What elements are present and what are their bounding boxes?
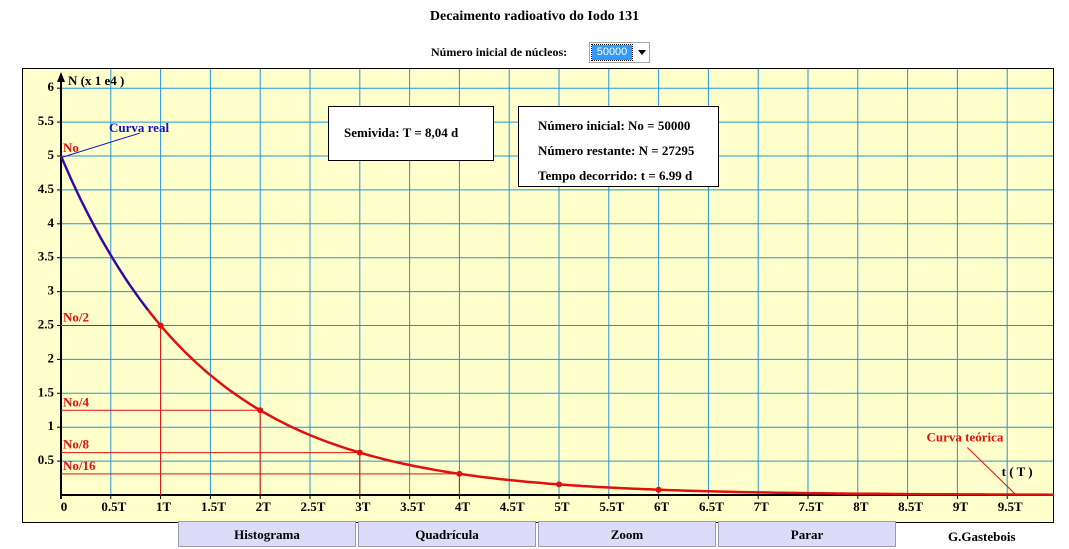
x-tick-label: 7.5T (799, 499, 824, 514)
decay-chart: 0 0.5T 1T 1.5T 2T 2.5T 3T 3.5T 4T 4.5T 5T 5.5T 6T 6.5… (22, 68, 1054, 523)
real-curve-name: Curva real (109, 120, 169, 135)
y-tick-label: 2.5 (38, 317, 55, 332)
x-tick-label: 8.5T (898, 499, 923, 514)
page-title: Decaimento radioativo do Iodo 131 (429, 9, 640, 24)
x-tick-label: 1.5T (201, 499, 226, 514)
theoretical-point (257, 407, 264, 414)
theoretical-point (456, 470, 463, 477)
halflife-label: No/2 (63, 310, 89, 325)
x-tick-label: 6T (654, 499, 670, 514)
halflife-label: No (63, 140, 79, 155)
y-axis-label: N (x 1 e4 ) (68, 73, 124, 88)
elapsed-time-text: Tempo decorrido: t = 6.99 d (538, 168, 693, 183)
halflife-box: Semivida: T = 8,04 d (328, 106, 494, 161)
x-tick-label: 9.5T (998, 499, 1023, 514)
theoretical-point (356, 449, 363, 456)
stop-button[interactable]: Parar (718, 521, 896, 547)
y-tick-label: 6 (48, 79, 55, 94)
theoretical-point (157, 322, 164, 329)
author-credit: G.Gastebois (948, 529, 1016, 544)
real-curve (60, 155, 149, 311)
real-curve-pointer (62, 132, 141, 158)
x-tick-label: 3T (355, 499, 371, 514)
x-tick-label: 0 (61, 499, 68, 514)
y-tick-label: 1.5 (38, 384, 55, 399)
remaining-count-text: Número restante: N = 27295 (538, 143, 695, 158)
x-tick-label: 8T (853, 499, 869, 514)
x-tick-label: 0.5T (101, 499, 126, 514)
initial-count-select[interactable]: 50000 (589, 42, 650, 63)
y-tick-label: 0.5 (38, 452, 55, 467)
theoretical-curve-name: Curva teórica (927, 430, 1004, 445)
halflife-text: Semivida: T = 8,04 d (344, 125, 459, 140)
button-bar: Histograma Quadrícula Zoom Parar (178, 521, 898, 548)
x-tick-label: 7T (754, 499, 770, 514)
stats-box: Número inicial: No = 50000 Número restan… (518, 106, 719, 187)
theoretical-curve-pointer (967, 447, 1018, 497)
y-tick-label: 3 (48, 283, 55, 298)
initial-count-value: 50000 (591, 44, 633, 61)
y-tick-label: 5 (48, 147, 55, 162)
y-tick-label: 4.5 (38, 181, 55, 196)
zoom-button[interactable]: Zoom (538, 521, 716, 547)
y-axis-arrow (57, 72, 65, 82)
x-axis-label: t ( T ) (1002, 464, 1033, 479)
x-tick-label: 9T (953, 499, 969, 514)
y-tick-label: 3.5 (38, 249, 55, 264)
y-tick-label: 1 (48, 418, 55, 433)
y-tick-label: 2 (48, 350, 55, 365)
x-tick-label: 4.5T (500, 499, 525, 514)
x-tick-label: 6.5T (699, 499, 724, 514)
x-tick-label: 2T (256, 499, 272, 514)
theoretical-point (655, 486, 662, 493)
histogram-button[interactable]: Histograma (178, 521, 356, 547)
halflife-label: No/16 (63, 458, 96, 473)
grid-button[interactable]: Quadrícula (358, 521, 536, 547)
grid-lines (61, 69, 1053, 495)
theoretical-point (556, 481, 562, 488)
initial-count-text: Número inicial: No = 50000 (538, 118, 691, 133)
y-tick-label: 5.5 (38, 113, 55, 128)
x-tick-label: 2.5T (301, 499, 326, 514)
x-tick-label: 5.5T (599, 499, 624, 514)
x-tick-label: 5T (554, 499, 570, 514)
x-tick-label: 1T (156, 499, 172, 514)
halflife-label: No/8 (63, 437, 90, 452)
y-tick-label: 4 (48, 215, 55, 230)
initial-count-label: Número inicial de núcleos: (431, 45, 568, 59)
chevron-down-icon (638, 50, 646, 55)
x-tick-label: 3.5T (400, 499, 425, 514)
halflife-label: No/4 (63, 394, 90, 409)
x-tick-label: 4T (455, 499, 471, 514)
